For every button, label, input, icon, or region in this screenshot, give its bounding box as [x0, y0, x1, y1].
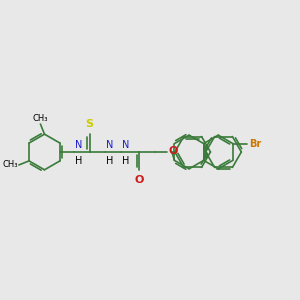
Text: H: H — [122, 156, 130, 166]
Text: O: O — [134, 175, 144, 185]
Text: CH₃: CH₃ — [3, 160, 18, 169]
Text: N: N — [122, 140, 130, 150]
Text: O: O — [169, 146, 178, 156]
Text: H: H — [75, 156, 82, 166]
Text: N: N — [106, 140, 114, 150]
Text: Br: Br — [249, 139, 261, 148]
Text: N: N — [75, 140, 82, 150]
Text: H: H — [106, 156, 114, 166]
Text: CH₃: CH₃ — [33, 114, 48, 123]
Text: S: S — [85, 119, 94, 129]
